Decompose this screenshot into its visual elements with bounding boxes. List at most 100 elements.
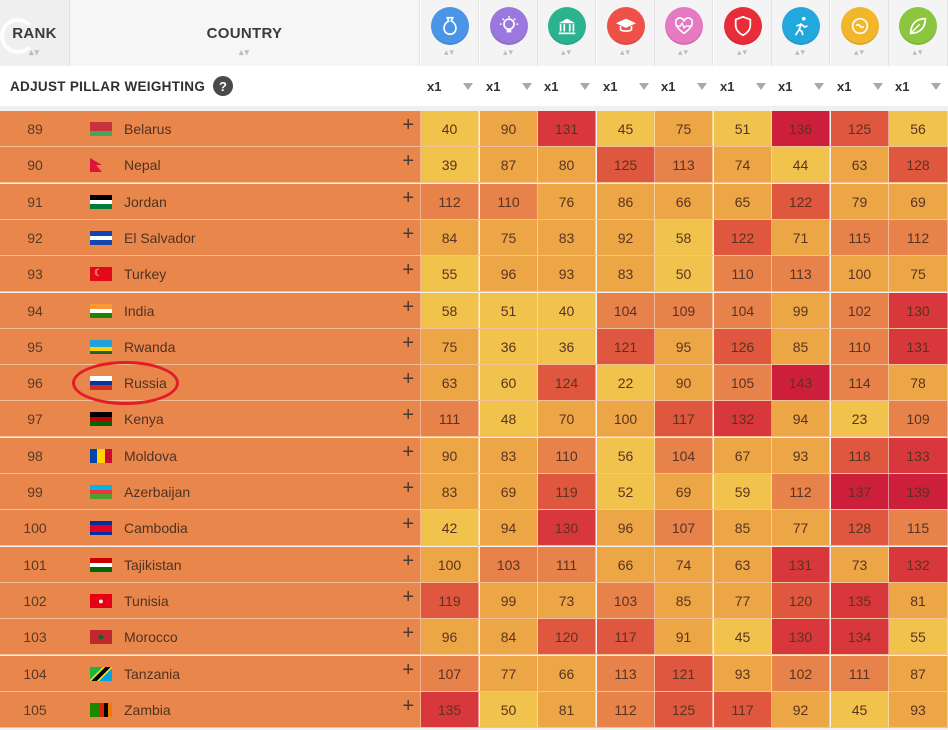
country-name: Tajikistan <box>124 556 182 573</box>
expand-plus-icon[interactable]: + <box>402 586 414 608</box>
country-cell[interactable]: ★ Morocco + <box>70 619 421 654</box>
weight-select[interactable]: x1 <box>655 66 713 106</box>
weight-select[interactable]: x1 <box>889 66 947 106</box>
table-row[interactable]: 95 Rwanda +75 36 36 121 95 126 85 110 131 <box>0 329 948 365</box>
pillar-column-header[interactable]: ▴▾ <box>538 0 596 66</box>
row-divider <box>0 328 948 329</box>
expand-plus-icon[interactable]: + <box>402 441 414 463</box>
pillar-score-cell: 69 <box>480 474 538 509</box>
table-row[interactable]: 98 Moldova +90 83 110 56 104 67 93 118 133 <box>0 438 948 474</box>
pillar-score-cell: 73 <box>538 583 596 618</box>
chevron-down-icon <box>463 82 473 90</box>
sort-icon: ▴▾ <box>28 47 41 57</box>
table-row[interactable]: 100 Cambodia +42 94 130 96 107 85 77 128 115 <box>0 510 948 546</box>
table-row[interactable]: 99 Azerbaijan +83 69 119 52 69 59 112 137 139 <box>0 474 948 510</box>
row-divider <box>0 654 948 655</box>
country-cell[interactable]: India + <box>70 293 421 328</box>
weight-select[interactable]: x1 <box>480 66 538 106</box>
expand-plus-icon[interactable]: + <box>402 513 414 535</box>
weight-select[interactable]: x1 <box>772 66 830 106</box>
country-name: Rwanda <box>124 338 176 355</box>
pillar-score-cell: 143 <box>772 365 830 400</box>
table-row[interactable]: 102 ● Tunisia +119 99 73 103 85 77 120 135 81 <box>0 583 948 619</box>
pillar-score-cell: 139 <box>889 474 948 509</box>
table-row[interactable]: 89 Belarus +40 90 131 45 75 51 136 125 56 <box>0 111 948 147</box>
table-row[interactable]: 91 Jordan +112 110 76 86 66 65 122 79 69 <box>0 184 948 220</box>
pillar-score-cell: 111 <box>831 656 889 691</box>
table-row[interactable]: 94 India +58 51 40 104 109 104 99 102 130 <box>0 293 948 329</box>
pillar-score-cell: 105 <box>714 365 772 400</box>
table-row[interactable]: 101 Tajikistan +100 103 111 66 74 63 131 73 132 <box>0 547 948 583</box>
pillar-column-header[interactable]: ▴▾ <box>421 0 479 66</box>
pillar-score-cell: 74 <box>714 147 772 182</box>
expand-plus-icon[interactable]: + <box>402 150 414 172</box>
kenya-flag-icon <box>90 412 112 426</box>
weight-select[interactable]: x1 <box>421 66 479 106</box>
expand-plus-icon[interactable]: + <box>402 296 414 318</box>
pillar-score-cell: 93 <box>538 256 596 291</box>
expand-plus-icon[interactable]: + <box>402 114 414 136</box>
country-cell[interactable]: Jordan + <box>70 184 421 219</box>
pillar-score-cell: 58 <box>655 220 713 255</box>
country-cell[interactable]: El Salvador + <box>70 220 421 255</box>
table-row[interactable]: 105 Zambia +135 50 81 112 125 117 92 45 93 <box>0 692 948 728</box>
pillar-column-header[interactable]: ▴▾ <box>480 0 538 66</box>
nepal-flag-icon <box>90 158 112 172</box>
country-cell[interactable]: Cambodia + <box>70 510 421 545</box>
table-row[interactable]: 92 El Salvador +84 75 83 92 58 122 71 115 112 <box>0 220 948 256</box>
pillar-score-cell: 75 <box>480 220 538 255</box>
weight-select[interactable]: x1 <box>714 66 772 106</box>
pillar-score-cell: 111 <box>421 401 479 436</box>
pillar-column-header[interactable]: ▴▾ <box>889 0 948 66</box>
expand-plus-icon[interactable]: + <box>402 223 414 245</box>
pillar-score-cell: 100 <box>831 256 889 291</box>
country-cell[interactable]: Moldova + <box>70 438 421 473</box>
table-row[interactable]: 97 Kenya +111 48 70 100 117 132 94 23 109 <box>0 401 948 437</box>
country-cell[interactable]: ● Tunisia + <box>70 583 421 618</box>
expand-plus-icon[interactable]: + <box>402 259 414 281</box>
pillar-column-header[interactable]: ▴▾ <box>597 0 655 66</box>
table-row[interactable]: 93 ☾ Turkey +55 96 93 83 50 110 113 100 75 <box>0 256 948 292</box>
expand-plus-icon[interactable]: + <box>402 368 414 390</box>
country-column-header[interactable]: COUNTRY ▴▾ <box>70 0 420 66</box>
pillar-column-header[interactable]: ▴▾ <box>772 0 830 66</box>
weight-select[interactable]: x1 <box>538 66 596 106</box>
country-cell[interactable]: Rwanda + <box>70 329 421 364</box>
pillar-score-cell: 90 <box>421 438 479 473</box>
expand-plus-icon[interactable]: + <box>402 659 414 681</box>
country-cell[interactable]: Azerbaijan + <box>70 474 421 509</box>
country-cell[interactable]: Zambia + <box>70 692 421 727</box>
pillar-column-header[interactable]: ▴▾ <box>655 0 713 66</box>
pillar-column-header[interactable]: ▴▾ <box>714 0 772 66</box>
country-cell[interactable]: Belarus + <box>70 111 421 146</box>
expand-plus-icon[interactable]: + <box>402 187 414 209</box>
country-cell[interactable]: ☾ Turkey + <box>70 256 421 291</box>
expand-plus-icon[interactable]: + <box>402 332 414 354</box>
country-cell[interactable]: Nepal + <box>70 147 421 182</box>
country-cell[interactable]: Tajikistan + <box>70 547 421 582</box>
expand-plus-icon[interactable]: + <box>402 622 414 644</box>
weight-select[interactable]: x1 <box>831 66 889 106</box>
pillar-score-cell: 112 <box>772 474 830 509</box>
chevron-down-icon <box>697 82 707 90</box>
pillar-score-cell: 83 <box>421 474 479 509</box>
table-row[interactable]: 90 Nepal +39 87 80 125 113 74 44 63 128 <box>0 147 948 183</box>
table-row[interactable]: 103 ★ Morocco +96 84 120 117 91 45 130 134 55 <box>0 619 948 655</box>
rank-cell: 105 <box>0 692 71 727</box>
chevron-down-icon <box>756 82 766 90</box>
country-cell[interactable]: Tanzania + <box>70 656 421 691</box>
pillar-score-cell: 134 <box>831 619 889 654</box>
expand-plus-icon[interactable]: + <box>402 550 414 572</box>
weight-select[interactable]: x1 <box>597 66 655 106</box>
expand-plus-icon[interactable]: + <box>402 404 414 426</box>
country-cell[interactable]: Kenya + <box>70 401 421 436</box>
pillar-score-cell: 100 <box>597 401 655 436</box>
table-row[interactable]: 104 Tanzania +107 77 66 113 121 93 102 111 87 <box>0 656 948 692</box>
expand-plus-icon[interactable]: + <box>402 695 414 717</box>
help-icon[interactable]: ? <box>213 76 234 96</box>
pillar-score-cell: 36 <box>480 329 538 364</box>
graduation-cap-icon <box>606 7 645 45</box>
pillar-column-header[interactable]: ▴▾ <box>831 0 889 66</box>
expand-plus-icon[interactable]: + <box>402 477 414 499</box>
pillar-score-cell: 63 <box>831 147 889 182</box>
